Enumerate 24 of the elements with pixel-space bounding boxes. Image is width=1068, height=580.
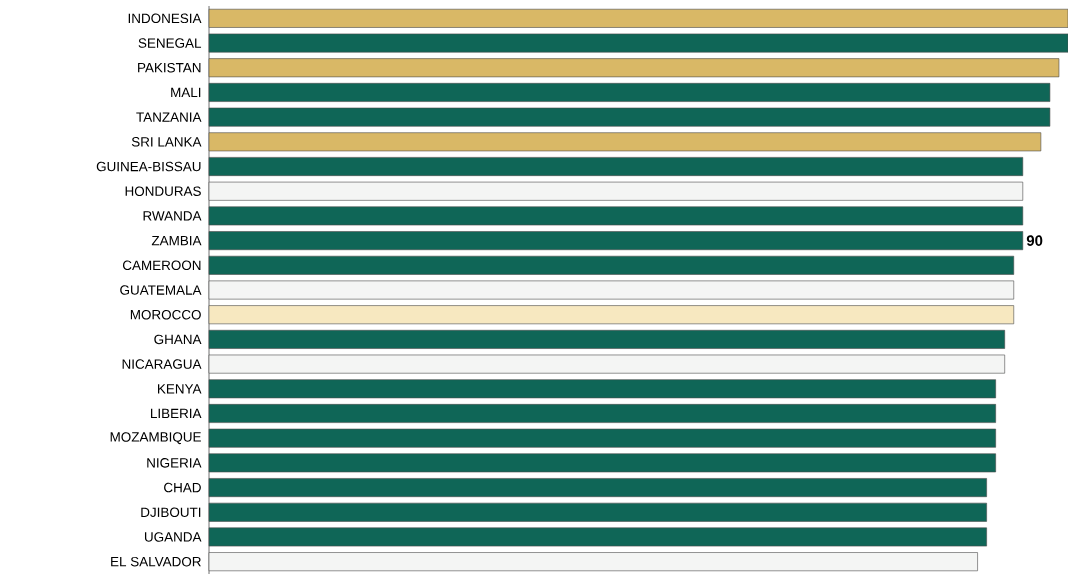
y-tick-label: EL SALVADOR <box>111 556 201 567</box>
y-tick-label: PAKISTAN <box>138 62 201 73</box>
y-tick-label: GUINEA-BISSAU <box>96 161 201 172</box>
y-tick-label: UGANDA <box>144 532 202 542</box>
y-tick-label: NICARAGUA <box>122 359 202 369</box>
y-tick-label: RWANDA <box>143 211 202 221</box>
y-tick-label: CAMEROON <box>122 260 201 271</box>
y-tick-label: GUATEMALA <box>120 285 202 295</box>
y-tick-label: CHAD <box>164 482 201 493</box>
y-tick-label: MALI <box>171 87 201 98</box>
y-tick-label: HONDURAS <box>125 186 201 196</box>
y-tick-label: SENEGAL <box>138 38 202 48</box>
y-tick-label: DJIBOUTI <box>141 507 201 518</box>
y-tick-label: LIBERIA <box>151 408 202 419</box>
y-tick-label: GHANA <box>154 334 202 345</box>
y-tick-label: KENYA <box>158 384 202 394</box>
y-tick-label: TANZANIA <box>136 112 202 122</box>
y-tick-label: NIGERIA <box>147 458 202 468</box>
y-tick-label: ZAMBIA <box>151 235 202 246</box>
y-tick-label: MOZAMBIQUE <box>110 432 201 445</box>
y-tick-label: MOROCCO <box>130 309 201 320</box>
y-tick-label: SRI LANKA <box>131 137 202 147</box>
y-tick-label: INDONESIA <box>128 13 202 24</box>
data-label: 90 <box>1026 235 1043 246</box>
